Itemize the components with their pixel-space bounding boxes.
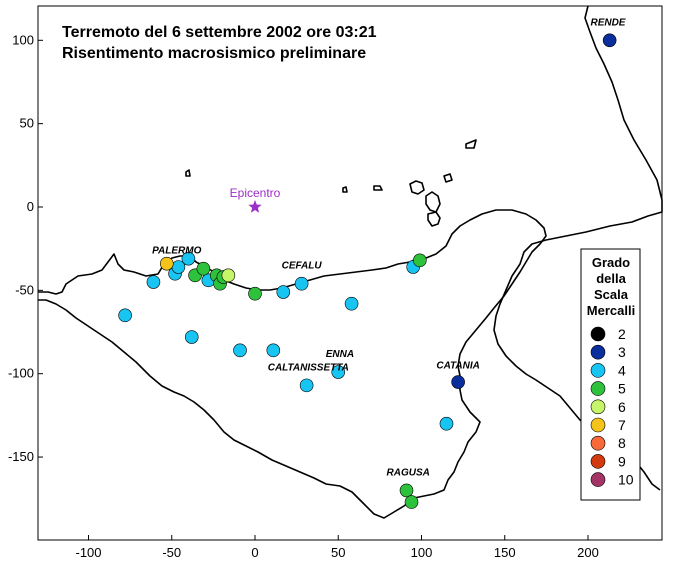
legend-label-8: 8 xyxy=(618,435,626,451)
observation-point-grade-7 xyxy=(159,256,174,271)
x-tick-label: -50 xyxy=(162,545,181,560)
x-tick-label: -100 xyxy=(75,545,101,560)
legend-label-3: 3 xyxy=(618,344,626,360)
observation-points xyxy=(118,33,617,509)
legend-swatch-6 xyxy=(590,399,606,415)
observation-point-grade-4 xyxy=(439,416,454,431)
legend-swatch-10 xyxy=(590,472,606,487)
observation-point-grade-4 xyxy=(331,365,346,379)
island-lipari xyxy=(425,191,441,213)
place-labels: RENDE PALERMO CEFALU ENNA CALTANISSETTA CATAN… xyxy=(152,17,626,478)
observation-point-grade-6 xyxy=(221,268,236,283)
axis-ticks: -100 -50 0 50 100 150 200 100 50 0 -50 -100 -150 xyxy=(8,32,599,560)
observation-point-grade-4 xyxy=(294,276,309,291)
place-label-enna: ENNA xyxy=(326,349,354,360)
y-tick-label: -100 xyxy=(8,366,34,381)
observation-point-grade-3 xyxy=(451,375,465,389)
place-label-caltanissetta: CALTANISSETTA xyxy=(268,362,349,373)
island-vulcano xyxy=(427,211,441,227)
x-tick-label: 150 xyxy=(494,545,516,560)
observation-point-grade-5 xyxy=(196,261,211,276)
legend-title-line3: Scala xyxy=(594,287,629,302)
legend-label-5: 5 xyxy=(618,381,626,397)
legend-label-7: 7 xyxy=(618,417,626,433)
island-ustica xyxy=(185,169,191,177)
observation-point-grade-5 xyxy=(399,483,414,498)
map-title-line2: Risentimento macrosismico preliminare xyxy=(62,45,366,62)
observation-point-grade-4 xyxy=(344,296,359,311)
observation-point-grade-4 xyxy=(266,343,281,358)
legend-swatch-2 xyxy=(590,326,606,342)
legend-swatch-9 xyxy=(590,454,606,469)
island-panarea xyxy=(465,139,477,149)
observation-point-grade-5 xyxy=(413,253,427,268)
observation-point-grade-4 xyxy=(118,308,132,323)
place-label-ragusa: RAGUSA xyxy=(387,467,430,478)
legend-title-line1: Grado xyxy=(592,255,630,270)
observation-point-grade-4 xyxy=(299,378,314,393)
legend-label-10: 10 xyxy=(618,472,634,488)
epicentro-marker: Epicentro xyxy=(230,186,281,213)
legend-label-9: 9 xyxy=(618,453,626,469)
legend-swatch-4 xyxy=(590,363,606,378)
observation-point-grade-4 xyxy=(146,275,161,289)
mercalli-legend: Grado della Scala Mercalli 2 3 4 5 6 7 8 9 10 xyxy=(580,248,641,501)
legend-label-4: 4 xyxy=(618,362,626,378)
legend-label-6: 6 xyxy=(618,399,626,415)
epicentro-star-icon xyxy=(248,200,262,213)
x-tick-label: 200 xyxy=(577,545,599,560)
legend-items: 2 3 4 5 6 7 8 9 10 xyxy=(590,326,634,488)
y-tick-label: 50 xyxy=(20,116,34,131)
epicentro-label: Epicentro xyxy=(230,186,281,200)
legend-swatch-5 xyxy=(590,381,606,396)
legend-swatch-3 xyxy=(590,344,606,360)
place-label-catania: CATANIA xyxy=(436,361,480,372)
x-tick-label: 50 xyxy=(331,545,345,560)
island-salina xyxy=(409,180,425,195)
observation-point-grade-4 xyxy=(233,343,247,358)
map-title-line1: Terremoto del 6 settembre 2002 ore 03:21 xyxy=(62,24,377,41)
observation-point-grade-4 xyxy=(276,285,291,299)
y-tick-label: -150 xyxy=(8,449,34,464)
legend-title-line2: della xyxy=(596,271,626,286)
y-tick-label: 100 xyxy=(12,32,34,47)
island-stromboli xyxy=(443,173,453,183)
observation-point-grade-5 xyxy=(404,495,419,509)
observation-point-grade-4 xyxy=(181,251,196,266)
place-label-rende: RENDE xyxy=(590,17,625,28)
place-label-palermo: PALERMO xyxy=(152,246,201,257)
legend-box xyxy=(580,248,641,501)
observation-point-grade-4 xyxy=(184,330,199,344)
observation-point-grade-3 xyxy=(602,33,617,48)
y-tick-label: 0 xyxy=(27,199,34,214)
legend-label-2: 2 xyxy=(618,326,626,342)
legend-swatch-7 xyxy=(590,417,606,433)
legend-title-line4: Mercalli xyxy=(587,303,635,318)
place-label-cefalu: CEFALU xyxy=(282,261,323,272)
island-alicudi xyxy=(342,186,348,193)
island-filicudi xyxy=(373,185,383,191)
observation-point-grade-5 xyxy=(248,286,262,301)
y-tick-label: -50 xyxy=(15,282,34,297)
x-tick-label: 0 xyxy=(251,545,258,560)
x-tick-label: 100 xyxy=(411,545,433,560)
legend-swatch-8 xyxy=(590,435,606,451)
